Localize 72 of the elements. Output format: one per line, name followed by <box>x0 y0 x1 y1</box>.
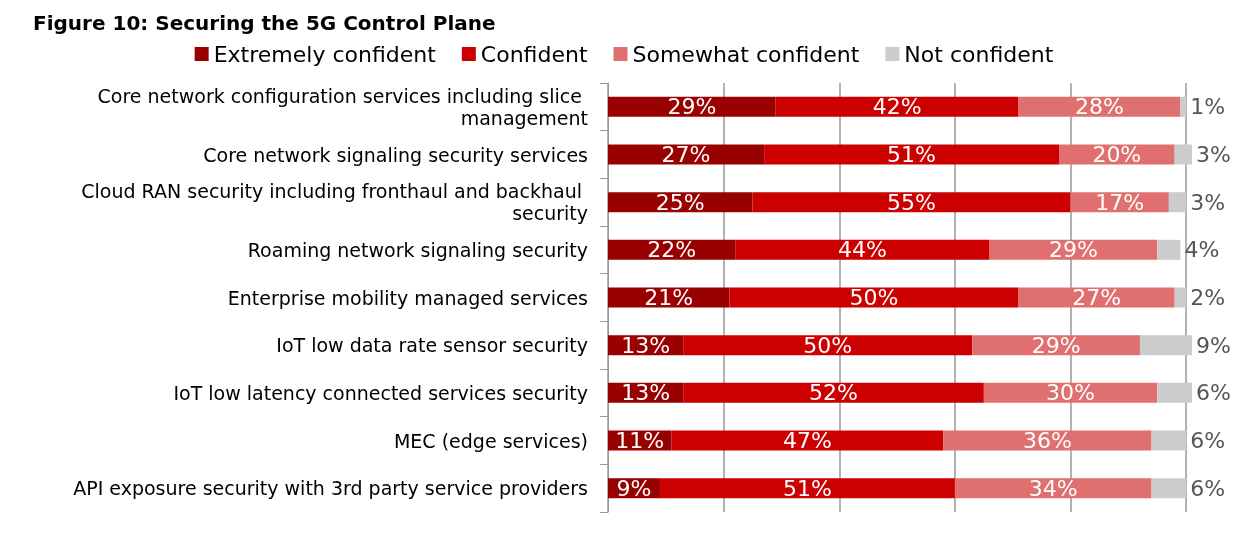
bar <box>683 382 984 403</box>
data-label: 21% <box>644 285 694 310</box>
y-tick-label: Enterprise mobility managed services <box>227 286 588 309</box>
data-label: 29% <box>1049 237 1098 263</box>
bar <box>943 430 1152 451</box>
y-tick-label: IoT low latency connected services security <box>173 381 588 404</box>
bar <box>1151 430 1187 451</box>
data-label: 3% <box>1190 189 1226 215</box>
data-label: 1% <box>1190 94 1226 120</box>
data-label: 51% <box>783 475 832 501</box>
y-tick-label: Core network signaling security services <box>203 143 588 166</box>
y-tick-label: MEC (edge services) <box>393 429 588 452</box>
data-label: 30% <box>1046 380 1096 406</box>
bar <box>752 192 1071 213</box>
y-tick-label: IoT low data rate sensor security <box>276 334 588 357</box>
data-label: 9% <box>616 475 652 501</box>
data-label: 11% <box>615 428 665 453</box>
bar <box>1168 192 1187 213</box>
data-label: 25% <box>655 189 705 215</box>
bar <box>1180 96 1187 117</box>
data-label: 51% <box>887 142 937 167</box>
data-label: 4% <box>1184 237 1220 263</box>
bar <box>729 287 1019 308</box>
bar <box>683 335 973 356</box>
y-tick-label: Cloud RAN security including fronthaul and backhaul security <box>81 180 588 225</box>
data-label: 6% <box>1190 428 1226 453</box>
bar <box>660 478 955 499</box>
data-label: 13% <box>621 332 671 358</box>
data-label: 6% <box>1190 475 1226 501</box>
data-label: 42% <box>872 94 922 120</box>
data-label: 50% <box>849 285 899 310</box>
data-label: 17% <box>1095 189 1145 215</box>
data-label: 27% <box>1072 285 1122 310</box>
data-label: 47% <box>783 428 832 453</box>
bar <box>671 430 944 451</box>
y-tick-label: Core network configuration services including slice management <box>97 84 588 129</box>
data-label: 50% <box>803 332 853 358</box>
legend-label: Somewhat confident <box>632 41 860 67</box>
y-tick-label: API exposure security with 3rd party service providers <box>73 477 588 500</box>
data-label: 13% <box>621 380 671 406</box>
data-label: 6% <box>1196 380 1231 406</box>
data-label: 44% <box>837 237 887 263</box>
data-label: 34% <box>1028 475 1078 501</box>
data-label: 29% <box>667 94 717 120</box>
bar <box>954 478 1152 499</box>
data-label: 29% <box>1031 332 1081 358</box>
legend-label: Not confident <box>904 41 1054 67</box>
data-label: 52% <box>809 380 858 406</box>
data-label: 2% <box>1190 285 1226 310</box>
bar <box>1174 144 1192 165</box>
bar <box>764 144 1060 165</box>
data-label: 27% <box>661 142 711 167</box>
legend-label: Extremely confident <box>213 41 437 67</box>
bar <box>1157 239 1181 260</box>
data-label: 9% <box>1196 332 1231 358</box>
data-label: 55% <box>887 189 937 215</box>
data-label: 20% <box>1092 142 1142 167</box>
y-tick-label: Roaming network signaling security <box>247 238 588 261</box>
bar <box>775 96 1019 117</box>
data-label: 3% <box>1196 142 1231 167</box>
bar <box>1139 335 1192 356</box>
text: Figure 10: Securing the 5G Control Plane <box>33 11 496 35</box>
bar <box>608 144 765 165</box>
bar <box>1157 382 1192 403</box>
bar <box>1151 478 1187 499</box>
bar <box>1174 287 1187 308</box>
data-label: 28% <box>1075 94 1124 120</box>
bar <box>735 239 990 260</box>
bar <box>1018 287 1175 308</box>
data-label: 36% <box>1022 428 1072 453</box>
data-label: 22% <box>647 237 697 263</box>
legend-label: Confident <box>480 41 588 67</box>
